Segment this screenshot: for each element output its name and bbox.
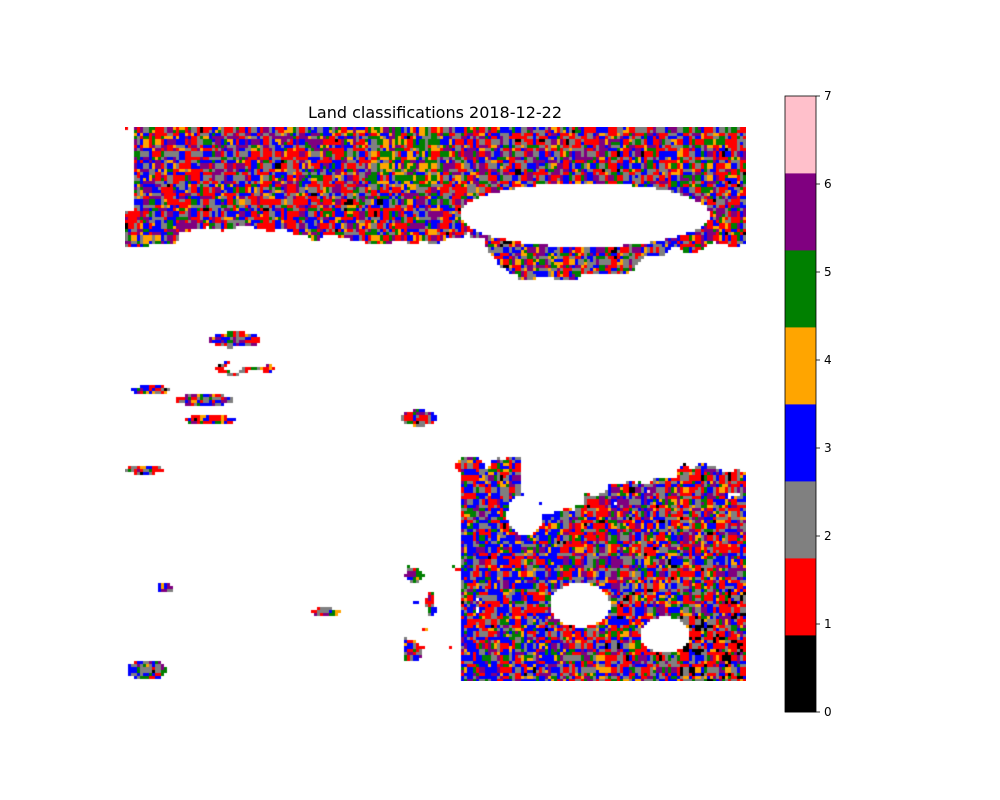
colorbar-segment-4 — [785, 327, 816, 405]
colorbar-tick-label-2: 2 — [824, 529, 832, 543]
colorbar-tick-label-0: 0 — [824, 705, 832, 719]
colorbar-segment-6 — [785, 173, 816, 251]
colorbar-segment-3 — [785, 404, 816, 482]
colorbar-tick-label-6: 6 — [824, 177, 832, 191]
colorbar-ticks: 0 1 2 3 4 5 6 7 — [816, 89, 832, 719]
colorbar-tick-label-5: 5 — [824, 265, 832, 279]
classification-raster — [125, 127, 746, 681]
classification-map — [125, 127, 746, 681]
colorbar-segment-0 — [785, 635, 816, 713]
colorbar — [784, 95, 817, 713]
colorbar-tick-label-3: 3 — [824, 441, 832, 455]
colorbar-frame — [784, 95, 817, 713]
colorbar-tick-label-1: 1 — [824, 617, 832, 631]
colorbar-tick-label-7: 7 — [824, 89, 832, 103]
colorbar-segment-1 — [785, 558, 816, 636]
colorbar-segment-5 — [785, 250, 816, 328]
colorbar-tick-label-4: 4 — [824, 353, 832, 367]
colorbar-segment-7 — [785, 96, 816, 174]
chart-title: Land classifications 2018-12-22 — [308, 103, 562, 122]
colorbar-segment-2 — [785, 481, 816, 559]
